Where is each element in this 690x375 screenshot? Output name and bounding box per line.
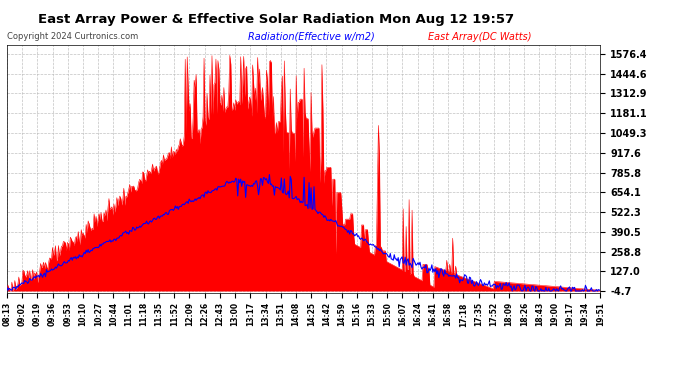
Text: Radiation(Effective w/m2): Radiation(Effective w/m2) [248,32,375,42]
Text: East Array(DC Watts): East Array(DC Watts) [428,32,531,42]
Text: East Array Power & Effective Solar Radiation Mon Aug 12 19:57: East Array Power & Effective Solar Radia… [38,13,514,26]
Text: Copyright 2024 Curtronics.com: Copyright 2024 Curtronics.com [7,32,138,41]
